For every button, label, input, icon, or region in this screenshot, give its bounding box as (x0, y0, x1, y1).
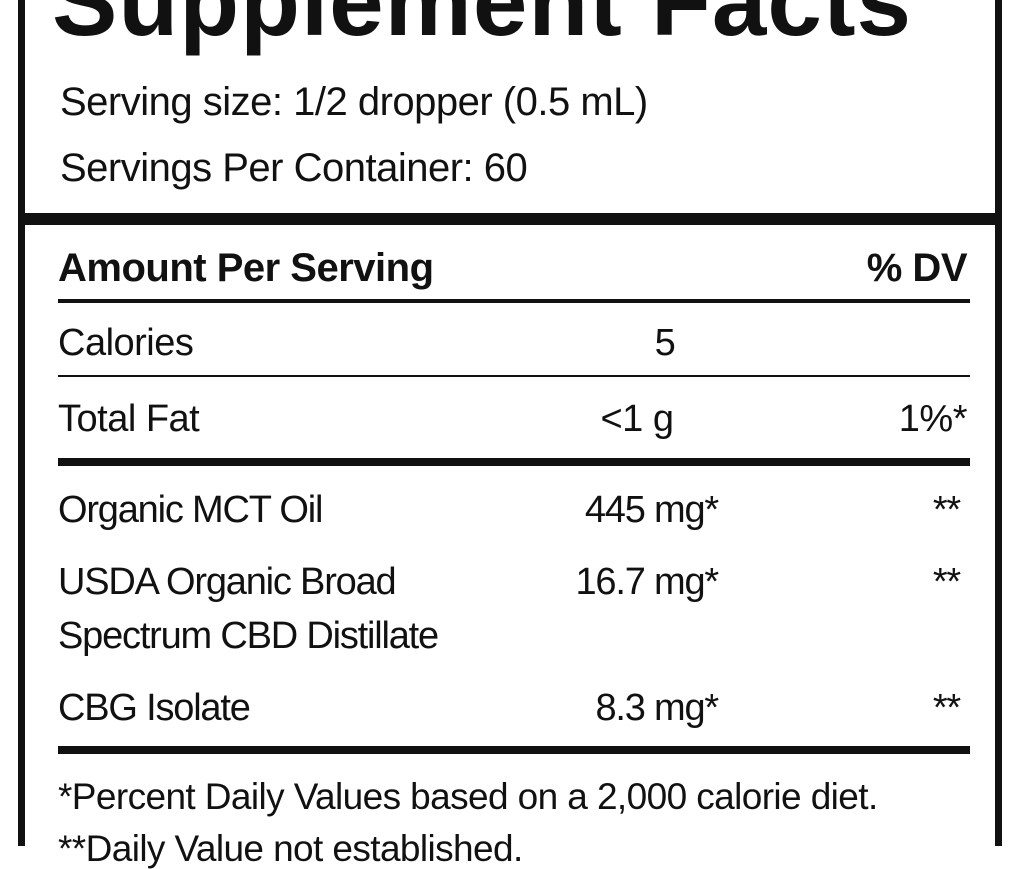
ingredient-amount: 445 mg* (584, 489, 719, 531)
ingredient-name: Organic MCT Oil (58, 489, 323, 531)
row-amount: <1 g (600, 398, 674, 440)
servings-per-container: Servings Per Container: 60 (60, 146, 528, 190)
rule (58, 375, 970, 377)
footnote: **Daily Value not established. (58, 828, 523, 869)
row-name: Calories (58, 322, 194, 364)
column-header: % DV (866, 246, 968, 290)
rule (58, 299, 970, 303)
border-left (18, 0, 25, 846)
ingredient-amount: 16.7 mg* (575, 561, 720, 603)
ingredient-name: CBG Isolate (58, 687, 251, 729)
row-dv: 1%* (898, 398, 968, 440)
row-name: Total Fat (58, 398, 200, 440)
footnote: *Percent Daily Values based on a 2,000 c… (58, 776, 878, 817)
serving-size: Serving size: 1/2 dropper (0.5 mL) (60, 80, 648, 124)
ingredient-amount: 8.3 mg* (595, 687, 719, 729)
page: Supplement Facts Serving size: 1/2 dropp… (18, 0, 1002, 867)
ingredient-dv: ** (932, 489, 961, 531)
ingredient-dv: ** (932, 687, 961, 729)
divider (18, 213, 1002, 225)
title: Supplement Facts (52, 0, 913, 56)
rule (58, 746, 970, 754)
border-right (995, 0, 1002, 846)
column-header: Amount Per Serving (58, 246, 434, 290)
ingredient-name: USDA Organic Broad Spectrum CBD Distilla… (58, 561, 439, 657)
rule (58, 458, 970, 466)
row-amount: 5 (654, 322, 676, 364)
ingredient-dv: ** (932, 561, 961, 603)
